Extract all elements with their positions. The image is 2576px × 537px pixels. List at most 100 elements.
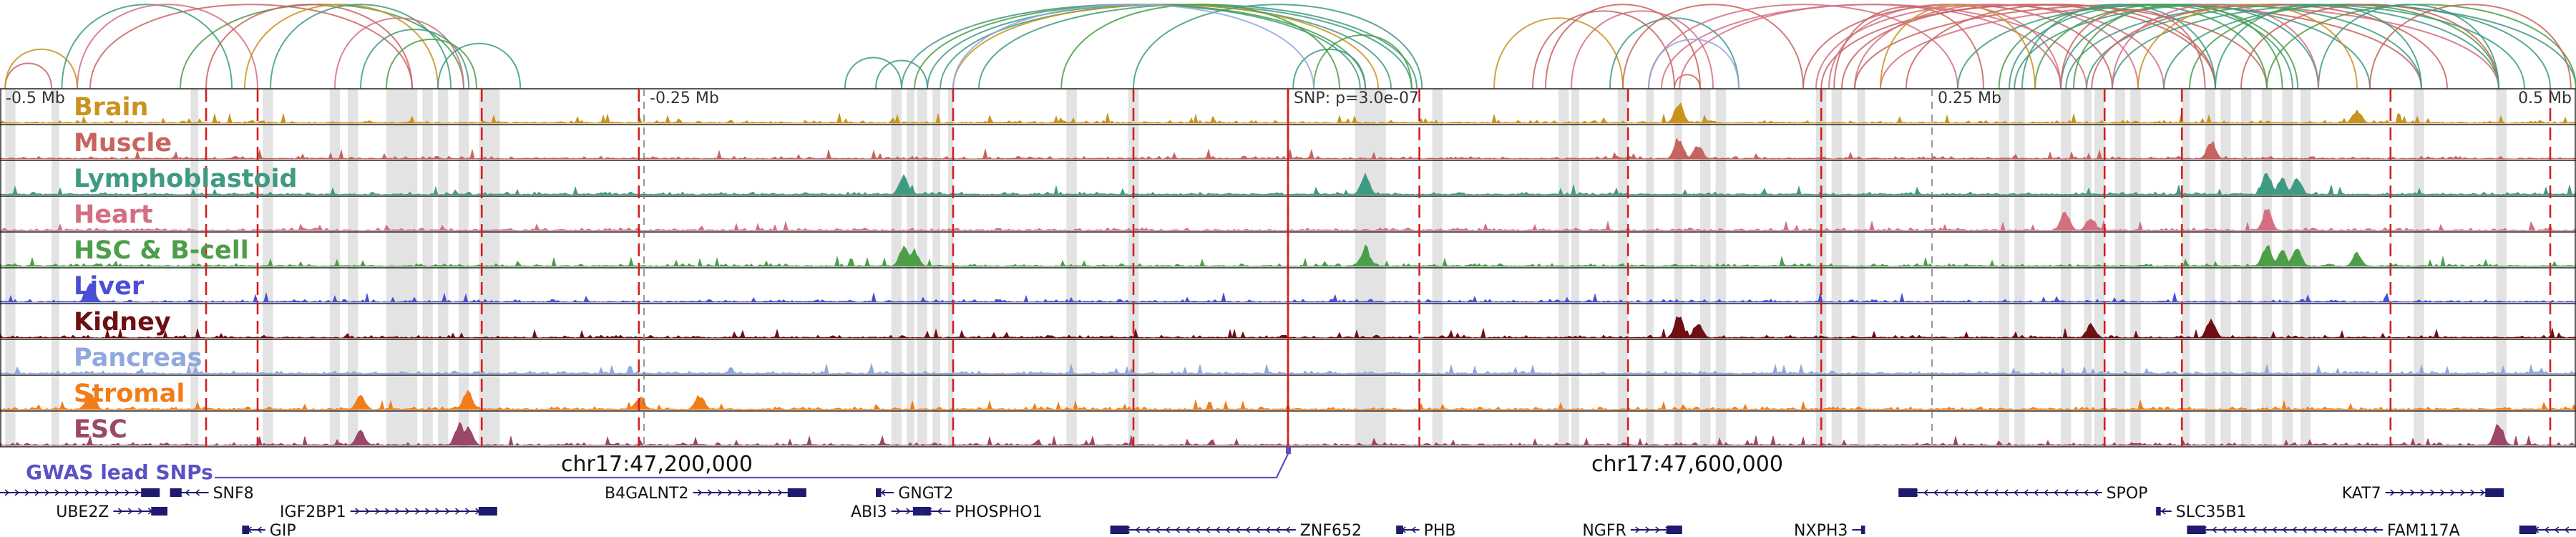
track-label-0: Brain	[74, 93, 148, 122]
track-label-7: Pancreas	[74, 344, 202, 372]
loop-arc-10	[360, 29, 470, 90]
loop-arc-58	[2189, 4, 2499, 90]
loop-arc-39	[1841, 4, 2216, 90]
gene-nxph3[interactable]: NXPH3	[1794, 522, 1865, 537]
gene-fam117a[interactable]: FAM117A	[2187, 522, 2460, 537]
gene-phospho1[interactable]: PHOSPHO1	[922, 503, 1043, 521]
gene-label-gngt2: GNGT2	[898, 485, 953, 503]
signal-4	[0, 244, 2576, 267]
gene-label-igf2bp1: IGF2BP1	[280, 503, 346, 521]
loop-arc-63	[2369, 4, 2572, 90]
gwas-track-label: GWAS lead SNPs	[26, 460, 213, 484]
gene-snf8[interactable]: SNF8	[170, 485, 254, 503]
gene-label-gip: GIP	[270, 522, 296, 537]
gene-label-slc35b1: SLC35B1	[2176, 503, 2247, 521]
gene-abi3[interactable]: ABI3	[851, 503, 922, 521]
gene-kat7[interactable]: KAT7	[2342, 485, 2504, 503]
loop-arc-25	[1532, 10, 1675, 90]
gwas-track: GWAS lead SNPs	[26, 447, 1291, 484]
loop-arc-52	[2073, 4, 2283, 90]
loop-arc-9	[334, 17, 464, 90]
loop-arc-37	[1828, 4, 2062, 90]
loop-arc-26	[1545, 4, 1701, 90]
distance-axis: -0.5 Mb -0.25 Mb 0.25 Mb 0.5 Mb SNP: p=3.0e-…	[6, 89, 2572, 447]
loop-arc-12	[844, 57, 902, 90]
loop-arc-24	[1493, 17, 1624, 90]
loop-arc-2	[61, 4, 233, 90]
gene-gngt2[interactable]: GNGT2	[876, 485, 953, 503]
gene-label-phospho1: PHOSPHO1	[955, 503, 1042, 521]
gene-igf2bp1[interactable]: IGF2BP1	[280, 503, 497, 521]
gene-b4galnt2[interactable]: B4GALNT2	[605, 485, 806, 503]
gene-label-ngfr: NGFR	[1582, 522, 1626, 537]
snp-label: SNP: p=3.0e-07	[1294, 90, 1419, 107]
track-label-5: Liver	[74, 272, 145, 301]
gene-label-abi3: ABI3	[851, 503, 887, 521]
track-label-1: Muscle	[74, 129, 172, 158]
track-label-3: Heart	[74, 200, 153, 229]
signal-6	[0, 316, 2576, 339]
loop-arc-60	[2240, 4, 2499, 90]
loop-arc-32	[1674, 74, 1701, 90]
loop-arc-62	[2318, 4, 2499, 90]
gene-label-b4galnt2: B4GALNT2	[605, 485, 688, 503]
gene-label-spop: SPOP	[2107, 485, 2148, 503]
gene-label-nxph3: NXPH3	[1794, 522, 1848, 537]
gene-gip[interactable]: GIP	[242, 522, 296, 537]
gwas-snp-marker[interactable]	[1286, 447, 1291, 454]
axis-tick-label-3: 0.5 Mb	[2518, 90, 2572, 107]
loop-arc-0	[4, 62, 52, 90]
loop-arc-7	[244, 4, 439, 90]
gene-ngfr[interactable]: NGFR	[1582, 522, 1682, 537]
gene-atp5mc1[interactable]: ATP5MC1	[0, 485, 160, 503]
loop-arc-61	[2266, 4, 2576, 90]
loop-arc-54	[2091, 4, 2448, 90]
signal-3	[0, 208, 2576, 231]
gene-spop[interactable]: SPOP	[1898, 485, 2147, 503]
loop-arc-6	[205, 4, 413, 90]
loop-arc-69	[2112, 4, 2319, 90]
gene-label-snf8: SNF8	[213, 485, 254, 503]
loop-arc-8	[270, 4, 452, 90]
loop-arc-64	[1648, 38, 1740, 90]
loop-arc-27	[1571, 10, 1714, 90]
loop-arc-48	[2021, 4, 2216, 90]
signal-5	[0, 283, 2576, 303]
gene-phb[interactable]: PHB	[1396, 522, 1456, 537]
loop-arc-20	[1060, 4, 1340, 90]
loop-arc-17	[940, 4, 1413, 90]
gene-label-znf652: ZNF652	[1300, 522, 1362, 537]
track-label-4: HSC & B-cell	[74, 236, 249, 265]
axis-tick-label-2: 0.25 Mb	[1938, 90, 2001, 107]
loop-arc-30	[1648, 4, 1958, 90]
loop-arc-13	[875, 59, 928, 90]
coordinate-label-0: chr17:47,200,000	[561, 452, 753, 477]
axis-tick-label-1: -0.25 Mb	[650, 90, 719, 107]
gene-ube2z[interactable]: UBE2Z	[56, 503, 167, 521]
coordinate-label-1: chr17:47,600,000	[1591, 452, 1783, 477]
gene-label-fam117a: FAM117A	[2387, 522, 2460, 537]
track-label-8: Stromal	[74, 379, 185, 408]
loop-arc-29	[1622, 4, 1804, 90]
gene-tac4[interactable]: TAC4	[2519, 522, 2576, 537]
loop-arc-14	[901, 4, 1361, 90]
loop-arc-4	[89, 4, 413, 90]
gene-label-phb: PHB	[1424, 522, 1456, 537]
loop-arc-38	[1833, 6, 1984, 90]
signal-7	[0, 362, 2576, 374]
loop-arc-59	[2215, 4, 2422, 90]
coordinate-labels: chr17:47,200,000 chr17:47,600,000	[561, 452, 1783, 477]
gene-znf652[interactable]: ZNF652	[1110, 522, 1362, 537]
loop-arc-33	[1679, 4, 2062, 90]
loop-arc-21	[1133, 4, 1423, 90]
signal-2	[0, 172, 2576, 195]
loop-arc-11	[386, 38, 477, 90]
loop-arc-43	[1906, 4, 2216, 90]
loop-arc-28	[1609, 17, 1740, 90]
signal-0	[0, 102, 2576, 124]
gene-slc35b1[interactable]: SLC35B1	[2156, 503, 2246, 521]
track-label-2: Lymphoblastoid	[74, 165, 298, 193]
axis-tick-label-0: -0.5 Mb	[6, 90, 65, 107]
